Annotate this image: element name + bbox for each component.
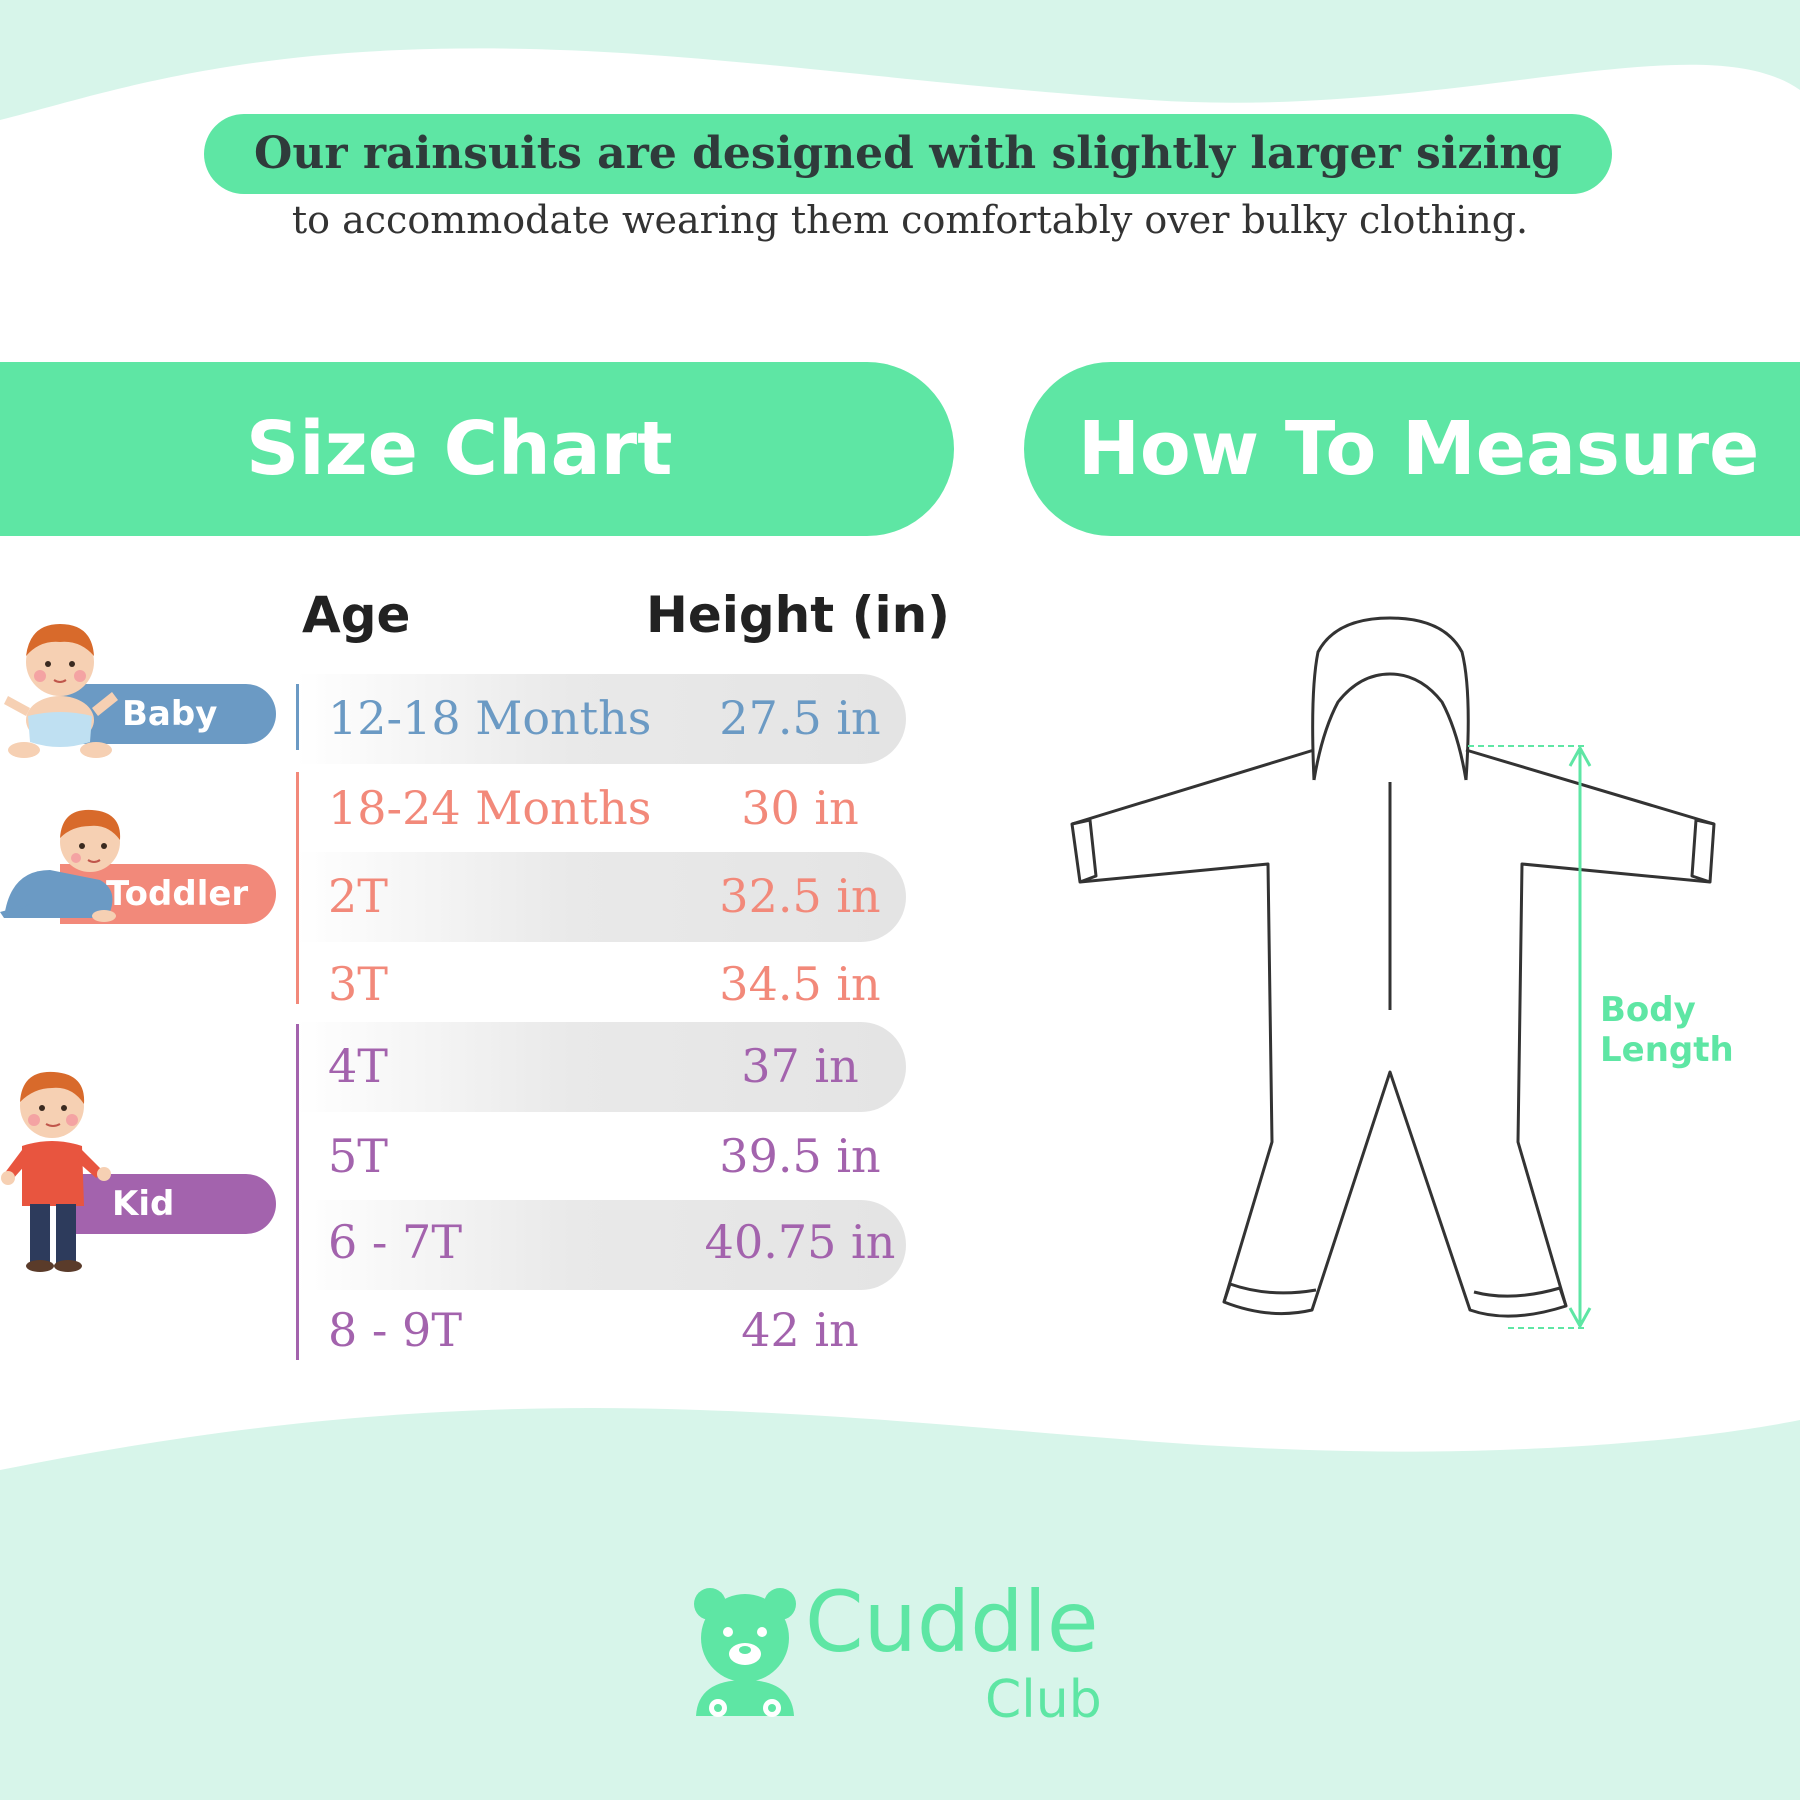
table-row-height: 32.5 in (719, 869, 881, 923)
row-band (296, 1022, 906, 1112)
height-column-header: Height (in) (646, 586, 951, 644)
body-length-label: Body Length (1600, 990, 1780, 1070)
table-row-age: 8 - 9T (328, 1303, 463, 1357)
size-chart-title: Size Chart (246, 406, 673, 492)
table-row-age: 2T (328, 869, 388, 923)
intro-headline: Our rainsuits are designed with slightly… (254, 128, 1562, 179)
toddler-illustration (0, 809, 121, 922)
table-row-height: 39.5 in (719, 1129, 881, 1183)
how-to-measure-title: How To Measure (1078, 406, 1760, 492)
brand-subname: Club (985, 1670, 1102, 1730)
baby-category-label: Baby (122, 694, 218, 734)
body-length-label-line2: Length (1600, 1030, 1734, 1070)
toddler-group-line (296, 772, 299, 1004)
intro-subline: to accommodate wearing them comfortably … (291, 198, 1529, 242)
table-row-height: 40.75 in (704, 1215, 896, 1269)
table-row-age: 12-18 Months (328, 691, 652, 745)
table-row-age: 18-24 Months (328, 781, 652, 835)
row-band (296, 674, 906, 764)
table-row-height: 42 in (741, 1303, 859, 1357)
kid-category-label: Kid (112, 1184, 175, 1224)
body-length-measure-line (1468, 744, 1592, 1330)
kid-group-line (296, 1024, 299, 1360)
table-row-age: 3T (328, 957, 388, 1011)
age-column-header: Age (302, 586, 411, 644)
bear-icon (694, 1588, 796, 1717)
table-row-height: 30 in (741, 781, 859, 835)
row-band (296, 852, 906, 942)
body-length-label-line1: Body (1600, 990, 1696, 1030)
how-to-measure-banner: How To Measure (1024, 362, 1800, 536)
kid-category-pill: Kid (60, 1174, 276, 1234)
table-row-height: 34.5 in (719, 957, 881, 1011)
table-row-age: 5T (328, 1129, 388, 1183)
baby-illustration (4, 624, 118, 758)
toddler-category-label: Toddler (106, 874, 249, 914)
rainsuit-outline-diagram (1070, 616, 1716, 1318)
brand-name: Cuddle (805, 1573, 1099, 1671)
size-chart-banner: Size Chart (0, 362, 954, 536)
table-row-height: 37 in (741, 1039, 859, 1093)
row-band (296, 1200, 906, 1290)
table-row-age: 4T (328, 1039, 388, 1093)
kid-illustration (1, 1071, 111, 1272)
baby-category-pill: Baby (60, 684, 276, 744)
table-row-height: 27.5 in (719, 691, 881, 745)
table-row-age: 6 - 7T (328, 1215, 463, 1269)
intro-highlight (204, 114, 1612, 194)
baby-group-line (296, 684, 299, 750)
